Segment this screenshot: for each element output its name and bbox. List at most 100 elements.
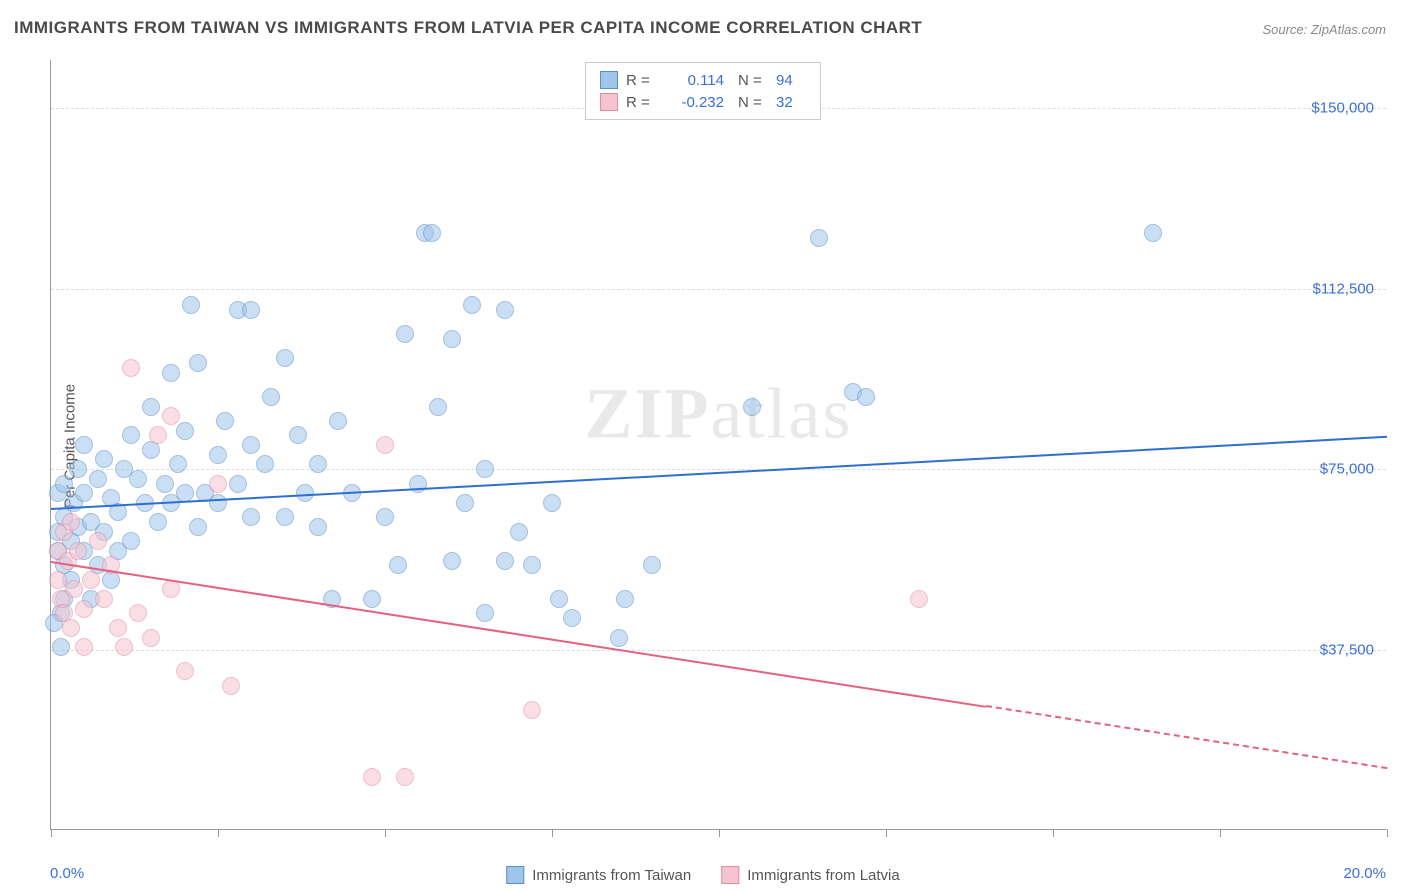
data-point (209, 475, 227, 493)
data-point (89, 470, 107, 488)
x-axis-max-label: 20.0% (1343, 865, 1386, 882)
data-point (423, 224, 441, 242)
n-value: 32 (776, 94, 806, 111)
n-label: N = (738, 94, 768, 111)
x-tick (51, 829, 52, 837)
x-tick (1053, 829, 1054, 837)
data-point (256, 455, 274, 473)
data-point (616, 590, 634, 608)
x-axis-min-label: 0.0% (50, 865, 84, 882)
data-point (142, 398, 160, 416)
data-point (55, 475, 73, 493)
y-tick-label: $112,500 (1313, 280, 1374, 297)
legend-series-item: Immigrants from Taiwan (506, 866, 691, 884)
data-point (95, 450, 113, 468)
data-point (389, 556, 407, 574)
data-point (476, 460, 494, 478)
data-point (149, 513, 167, 531)
data-point (142, 629, 160, 647)
x-tick (719, 829, 720, 837)
data-point (62, 513, 80, 531)
data-point (75, 638, 93, 656)
legend-series-label: Immigrants from Taiwan (532, 867, 691, 884)
data-point (176, 662, 194, 680)
data-point (49, 571, 67, 589)
data-point (75, 484, 93, 502)
data-point (523, 701, 541, 719)
data-point (156, 475, 174, 493)
data-point (129, 604, 147, 622)
data-point (510, 523, 528, 541)
data-point (643, 556, 661, 574)
x-tick (385, 829, 386, 837)
data-point (910, 590, 928, 608)
chart-title: IMMIGRANTS FROM TAIWAN VS IMMIGRANTS FRO… (14, 18, 922, 38)
data-point (496, 301, 514, 319)
y-tick-label: $150,000 (1311, 100, 1374, 117)
data-point (162, 407, 180, 425)
data-point (610, 629, 628, 647)
data-point (429, 398, 447, 416)
data-point (443, 330, 461, 348)
trend-line (986, 705, 1387, 769)
n-label: N = (738, 72, 768, 89)
data-point (242, 508, 260, 526)
data-point (169, 455, 187, 473)
r-label: R = (626, 94, 656, 111)
data-point (216, 412, 234, 430)
gridline (51, 289, 1386, 290)
data-point (857, 388, 875, 406)
data-point (363, 768, 381, 786)
data-point (89, 532, 107, 550)
legend-series: Immigrants from Taiwan Immigrants from La… (506, 866, 899, 884)
data-point (182, 296, 200, 314)
data-point (262, 388, 280, 406)
data-point (69, 542, 87, 560)
data-point (52, 638, 70, 656)
data-point (69, 460, 87, 478)
data-point (229, 475, 247, 493)
data-point (810, 229, 828, 247)
gridline (51, 650, 1386, 651)
gridline (51, 469, 1386, 470)
data-point (289, 426, 307, 444)
data-point (456, 494, 474, 512)
data-point (129, 470, 147, 488)
r-value: -0.232 (664, 94, 724, 111)
y-tick-label: $75,000 (1320, 461, 1374, 478)
legend-stat-row: R = -0.232 N = 32 (600, 91, 806, 113)
legend-swatch (600, 93, 618, 111)
data-point (276, 349, 294, 367)
legend-swatch (721, 866, 739, 884)
legend-stats: R =0.114N =94R =-0.232N =32 (585, 62, 821, 120)
data-point (1144, 224, 1162, 242)
data-point (189, 354, 207, 372)
legend-series-label: Immigrants from Latvia (747, 867, 900, 884)
watermark-bold: ZIP (585, 373, 711, 453)
data-point (563, 609, 581, 627)
legend-stat-row: R =0.114N =94 (600, 69, 806, 91)
data-point (309, 518, 327, 536)
data-point (396, 768, 414, 786)
r-value: 0.114 (664, 72, 724, 89)
data-point (65, 580, 83, 598)
data-point (95, 590, 113, 608)
data-point (543, 494, 561, 512)
data-point (463, 296, 481, 314)
data-point (209, 494, 227, 512)
data-point (523, 556, 541, 574)
x-tick (886, 829, 887, 837)
data-point (309, 455, 327, 473)
data-point (75, 436, 93, 454)
data-point (109, 619, 127, 637)
data-point (122, 426, 140, 444)
data-point (75, 600, 93, 618)
data-point (242, 301, 260, 319)
legend-swatch (506, 866, 524, 884)
data-point (376, 508, 394, 526)
data-point (329, 412, 347, 430)
legend-swatch (600, 71, 618, 89)
legend-series-item: Immigrants from Latvia (721, 866, 900, 884)
data-point (743, 398, 761, 416)
data-point (276, 508, 294, 526)
